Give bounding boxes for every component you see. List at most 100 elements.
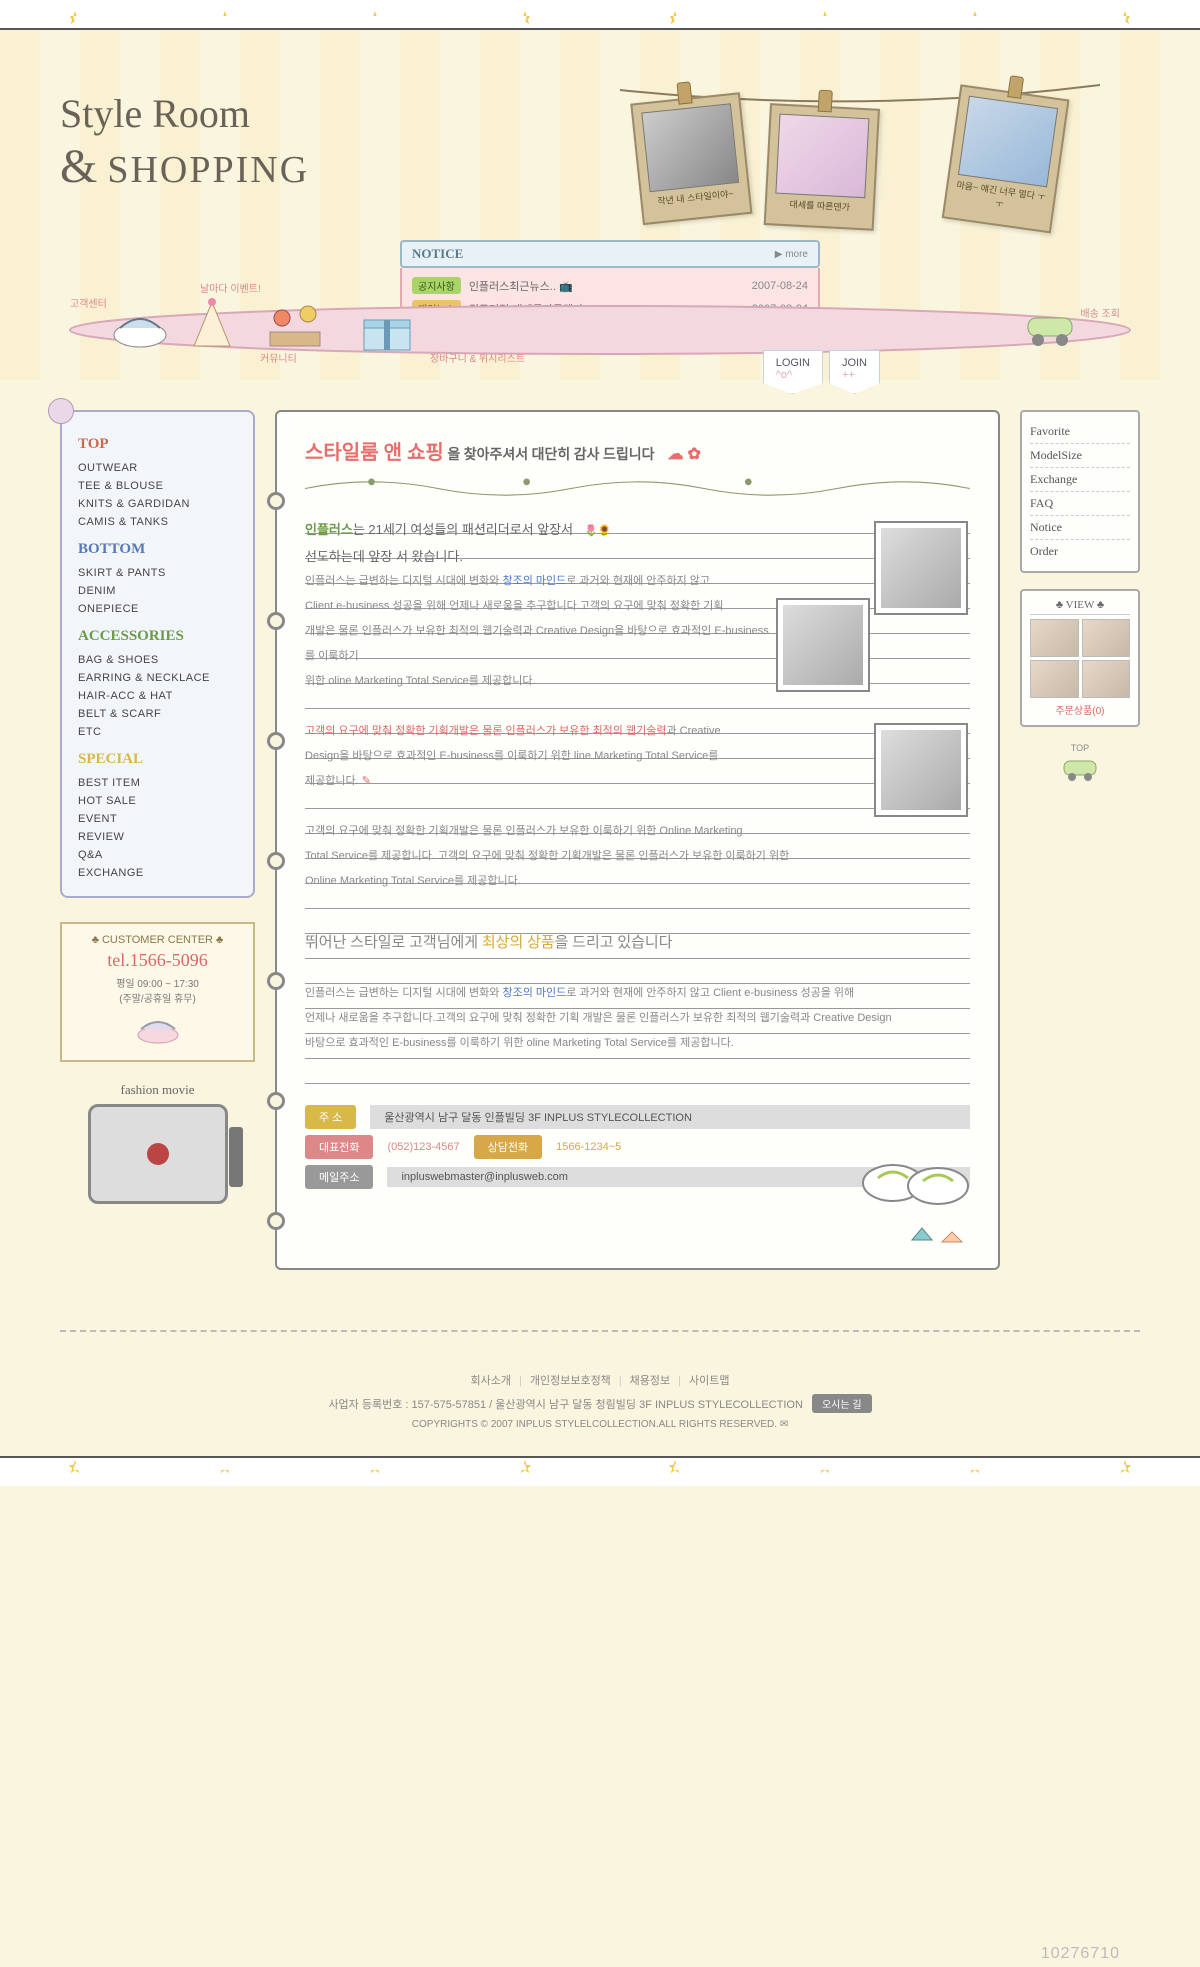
notice-item[interactable]: 공지사항인플러스최근뉴스.. 📺2007-08-24	[412, 274, 808, 297]
menu-item[interactable]: SKIRT & PANTS	[78, 564, 237, 582]
footer: 회사소개|개인정보보호정책|채용정보|사이트맵 사업자 등록번호 : 157-5…	[0, 1352, 1200, 1446]
menu-category: ACCESSORIES	[78, 628, 237, 645]
tv-player[interactable]	[88, 1104, 228, 1204]
menu-item[interactable]: CAMIS & TANKS	[78, 513, 237, 531]
footer-link[interactable]: 사이트맵	[689, 1375, 729, 1387]
quick-link[interactable]: Favorite	[1030, 420, 1130, 444]
doodle-delivery[interactable]: 배송 조회	[1080, 305, 1120, 320]
customer-center-box: ♣ CUSTOMER CENTER ♣ tel.1566-5096 평일 09:…	[60, 922, 255, 1062]
quick-links-box: FavoriteModelSizeExchangeFAQNoticeOrder	[1020, 410, 1140, 573]
menu-item[interactable]: HOT SALE	[78, 792, 237, 810]
clothesline-photos: 작년 내 스타일이야~ 대세를 따른덴가 마음~ 얘긴 너무 멀다 ㅜㅜ	[620, 70, 1100, 240]
cursive-heading: 뛰어난 스타일로 고객님에게 최상의 상품을 드리고 있습니다	[305, 931, 970, 952]
view-count: 주문상품(0)	[1030, 702, 1130, 717]
notice-label: NOTICE	[412, 246, 775, 262]
menu-item[interactable]: KNITS & GARDIDAN	[78, 495, 237, 513]
para4-a: 인플러스는 급변하는 디지털 시대에 변화와 창조의 마인드로 과거와 현재에 …	[305, 981, 970, 1006]
footer-info: 사업자 등록번호 : 157-575-57851 / 울산광역시 남구 달동 청…	[0, 1394, 1200, 1413]
menu-item[interactable]: ETC	[78, 723, 237, 741]
menu-category: BOTTOM	[78, 541, 237, 558]
footer-links: 회사소개|개인정보보호정책|채용정보|사이트맵	[0, 1372, 1200, 1388]
menu-item[interactable]: EXCHANGE	[78, 864, 237, 882]
section1-heading: 인플러스는 21세기 여성들의 패션리더로서 앞장서 🌷🌻	[305, 517, 970, 544]
para4-d: 바탕으로 효과적인 E-business를 이룩하기 위한 oline Mark…	[305, 1031, 970, 1056]
para1-d: 개발은 물론 인플러스가 보유한 최적의 웹기술력과 Creative Desi…	[305, 619, 970, 669]
doodle-community[interactable]: 커뮤니티	[260, 350, 297, 365]
join-button[interactable]: JOIN++	[829, 350, 880, 394]
menu-item[interactable]: REVIEW	[78, 828, 237, 846]
flowerpot-icon	[260, 298, 330, 348]
para3-b: Total Service를 제공합니다. 고객의 요구에 맞춰 정확한 기획개…	[305, 844, 970, 869]
fashion-movie-box: fashion movie	[60, 1082, 255, 1204]
content-photo-2	[778, 600, 868, 690]
doodle-event[interactable]: 날마다 이벤트!	[200, 280, 261, 295]
contact-address: 주 소 울산광역시 남구 달동 인플빌딩 3F INPLUS STYLECOLL…	[305, 1105, 970, 1129]
menu-item[interactable]: BELT & SCARF	[78, 705, 237, 723]
footer-link[interactable]: 채용정보	[630, 1375, 670, 1387]
para2-a: 고객의 요구에 맞춰 정확한 기획개발은 물론 인플러스가 보유한 최적의 웹기…	[305, 719, 970, 744]
quick-link[interactable]: ModelSize	[1030, 444, 1130, 468]
customer-center-hours1: 평일 09:00 ~ 17:30	[72, 975, 243, 990]
bottom-decorative-border: ★★★★★★★★	[0, 1456, 1200, 1486]
view-thumb[interactable]	[1082, 660, 1131, 698]
polaroid-3[interactable]: 마음~ 얘긴 너무 멀다 ㅜㅜ	[942, 84, 1070, 233]
menu-item[interactable]: OUTWEAR	[78, 459, 237, 477]
content-photo-1	[876, 523, 966, 613]
section1-line2: 선도하는데 앞장 서 왔습니다.	[305, 544, 970, 569]
polaroid-1[interactable]: 작년 내 스타일이야~	[630, 92, 752, 225]
scroll-top-button[interactable]: TOP	[1020, 743, 1140, 783]
quick-link[interactable]: Exchange	[1030, 468, 1130, 492]
car-icon[interactable]	[1020, 308, 1080, 348]
login-button[interactable]: LOGIN^o^	[763, 350, 823, 394]
customer-center-label: ♣ CUSTOMER CENTER ♣	[72, 934, 243, 946]
footer-copyright: COPYRIGHTS © 2007 INPLUS STYLELCOLLECTIO…	[0, 1419, 1200, 1430]
menu-item[interactable]: BEST ITEM	[78, 774, 237, 792]
dashed-divider	[60, 1330, 1140, 1332]
notice-more-link[interactable]: ▶ more	[775, 249, 808, 260]
fashion-movie-title: fashion movie	[60, 1082, 255, 1098]
doodle-cart[interactable]: 장바구니 & 위시리스트	[430, 350, 525, 365]
menu-item[interactable]: Q&A	[78, 846, 237, 864]
menu-category: TOP	[78, 436, 237, 453]
polaroid-2[interactable]: 대세를 따른덴가	[764, 103, 880, 231]
shoes-doodle-icon	[858, 1148, 978, 1208]
doodle-customer[interactable]: 고객센터	[70, 295, 107, 310]
content-photo-3	[876, 725, 966, 815]
directions-button[interactable]: 오시는 길	[812, 1394, 872, 1413]
play-icon	[147, 1143, 169, 1165]
content-title: 스타일룸 앤 쇼핑 을 찾아주셔서 대단히 감사 드립니다 ☁ ✿	[305, 436, 970, 465]
footer-link[interactable]: 개인정보보호정책	[530, 1375, 611, 1387]
party-hat-icon[interactable]	[190, 298, 234, 352]
menu-item[interactable]: ONEPIECE	[78, 600, 237, 618]
quick-link[interactable]: FAQ	[1030, 492, 1130, 516]
menu-item[interactable]: HAIR-ACC & HAT	[78, 687, 237, 705]
menu-item[interactable]: BAG & SHOES	[78, 651, 237, 669]
menu-item[interactable]: EARRING & NECKLACE	[78, 669, 237, 687]
view-thumb[interactable]	[1030, 660, 1079, 698]
customer-center-hours2: (주말/공휴일 휴무)	[72, 990, 243, 1005]
menu-item[interactable]: EVENT	[78, 810, 237, 828]
para3-c: Online Marketing Total Service를 제공합니다.	[305, 869, 970, 894]
gift-box-icon[interactable]	[360, 310, 414, 354]
customer-center-tel[interactable]: tel.1566-5096	[72, 950, 243, 971]
footer-link[interactable]: 회사소개	[471, 1375, 511, 1387]
telephone-icon[interactable]	[110, 300, 170, 350]
view-thumb[interactable]	[1082, 619, 1131, 657]
para2-b: Design을 바탕으로 효과적인 E-business를 이룩하기 위한 li…	[305, 744, 970, 769]
paper-boat-icon	[908, 1224, 968, 1248]
recent-view-box: ♣ VIEW ♣ 주문상품(0)	[1020, 589, 1140, 727]
menu-item[interactable]: TEE & BLOUSE	[78, 477, 237, 495]
quick-link[interactable]: Notice	[1030, 516, 1130, 540]
quick-link[interactable]: Order	[1030, 540, 1130, 563]
logo-line2: SHOPPING	[107, 149, 309, 191]
view-label: ♣ VIEW ♣	[1030, 599, 1130, 615]
view-thumb[interactable]	[1030, 619, 1079, 657]
para1-e: 위한 oline Marketing Total Service를 제공합니다.	[305, 669, 970, 694]
menu-item[interactable]: DENIM	[78, 582, 237, 600]
para2-c: 제공합니다. ✎	[305, 769, 970, 794]
header: Style Room & SHOPPING 작년 내 스타일이야~ 대세를 따른…	[60, 50, 1140, 370]
top-decorative-border: ★★★★★★★★	[0, 0, 1200, 30]
vine-divider-icon	[305, 473, 970, 501]
para1-a: 인플러스는 급변하는 디지털 시대에 변화와 창조의 마인드로 과거와 현재에 …	[305, 569, 970, 594]
phone-doodle-icon	[133, 1009, 183, 1045]
